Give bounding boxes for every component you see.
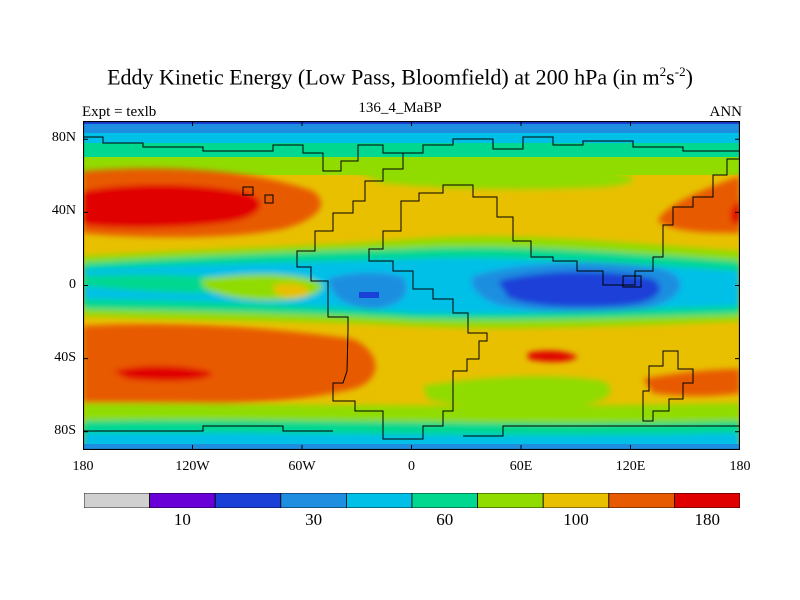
x-tick-label: 60E [509,459,533,474]
colorbar [84,493,740,508]
colorbar-cell [345,493,413,508]
colorbar-cell [280,493,347,508]
plot-subtitle: 136_4_MaBP [358,100,442,116]
y-tick-label: 80N [51,130,76,146]
y-tick-marks [83,138,740,433]
colorbar-label: 10 [173,510,191,529]
colorbar-label: 30 [305,510,323,529]
x-tick-label: 180 [72,459,94,474]
y-tick-label: 80S [54,422,76,438]
colorbar-cell [477,493,544,508]
colorbar-cell [674,493,740,508]
colorbar-label: 100 [563,510,589,529]
y-tick-label: 0 [69,276,76,292]
y-tick-label: 40N [51,203,76,219]
continent-outlines [83,136,740,440]
colorbar-cell [608,493,675,508]
x-tick-label: 60W [288,459,316,474]
colorbar-cell [411,493,478,508]
blue-patch [359,292,379,298]
colorbar-cell [84,493,150,508]
colorbar-cell [542,493,610,508]
experiment-label: Expt = texlb [82,104,157,120]
x-tick-label: 180 [729,459,751,474]
colorbar-label: 60 [436,510,454,529]
colorbar-cell [149,493,216,508]
colorbar-label: 180 [694,510,720,529]
colorbar-cell [214,493,282,508]
y-tick-label: 40S [54,349,76,365]
x-tick-label: 0 [408,459,415,474]
x-tick-marks [83,121,740,450]
season-label: ANN [709,104,743,120]
x-tick-label: 120E [615,459,646,474]
x-tick-label: 120W [175,459,210,474]
energy-field [83,121,740,450]
plot-title: Eddy Kinetic Energy (Low Pass, Bloomfiel… [107,64,693,90]
map-plot [83,121,740,450]
